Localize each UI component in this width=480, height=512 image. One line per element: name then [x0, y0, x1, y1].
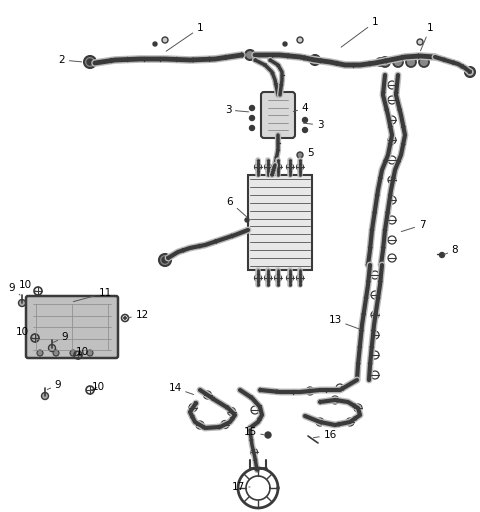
Circle shape	[250, 125, 254, 131]
Text: 6: 6	[227, 197, 247, 217]
Text: 1: 1	[166, 23, 204, 51]
Text: 14: 14	[168, 383, 194, 395]
Text: 17: 17	[231, 482, 250, 492]
Circle shape	[37, 350, 43, 356]
Circle shape	[297, 152, 303, 158]
Circle shape	[87, 59, 93, 65]
Circle shape	[153, 42, 157, 46]
FancyBboxPatch shape	[26, 296, 118, 358]
Text: 5: 5	[301, 148, 313, 158]
Circle shape	[162, 257, 168, 263]
Text: 9: 9	[47, 380, 61, 390]
Circle shape	[302, 127, 308, 133]
FancyBboxPatch shape	[261, 92, 295, 138]
Text: 1: 1	[341, 17, 378, 47]
Circle shape	[376, 58, 384, 66]
Circle shape	[440, 252, 444, 258]
Circle shape	[70, 350, 76, 356]
Circle shape	[250, 116, 254, 120]
Circle shape	[417, 39, 423, 45]
Circle shape	[283, 42, 287, 46]
Text: 9: 9	[53, 332, 68, 343]
Text: 7: 7	[401, 220, 425, 231]
Text: 11: 11	[73, 288, 112, 302]
Circle shape	[245, 50, 255, 60]
Circle shape	[19, 300, 25, 307]
Circle shape	[162, 37, 168, 43]
Circle shape	[465, 67, 475, 77]
Circle shape	[159, 254, 171, 266]
Text: 4: 4	[293, 103, 308, 113]
Bar	[248, 175, 312, 270]
Text: 15: 15	[243, 427, 264, 437]
Text: 10: 10	[18, 280, 36, 291]
Text: 1: 1	[420, 23, 433, 51]
Circle shape	[419, 57, 429, 67]
Text: 3: 3	[303, 120, 324, 130]
Text: 10: 10	[75, 347, 89, 357]
Text: 16: 16	[313, 430, 336, 440]
Text: 3: 3	[225, 105, 249, 115]
Circle shape	[406, 57, 416, 67]
Circle shape	[245, 218, 249, 222]
Circle shape	[380, 57, 390, 67]
Text: 2: 2	[59, 55, 82, 65]
Text: 10: 10	[15, 327, 33, 338]
Circle shape	[297, 37, 303, 43]
Circle shape	[265, 432, 271, 438]
Circle shape	[124, 317, 126, 319]
Circle shape	[41, 393, 48, 399]
Text: 8: 8	[444, 245, 458, 255]
Text: 12: 12	[128, 310, 149, 320]
Circle shape	[53, 350, 59, 356]
Circle shape	[87, 350, 93, 356]
Text: 13: 13	[328, 315, 360, 330]
Circle shape	[48, 345, 56, 352]
Circle shape	[250, 105, 254, 111]
Circle shape	[393, 57, 403, 67]
Circle shape	[310, 55, 320, 65]
Circle shape	[84, 56, 96, 68]
Text: 9: 9	[9, 283, 20, 295]
Text: 10: 10	[90, 382, 105, 392]
Circle shape	[302, 117, 308, 122]
